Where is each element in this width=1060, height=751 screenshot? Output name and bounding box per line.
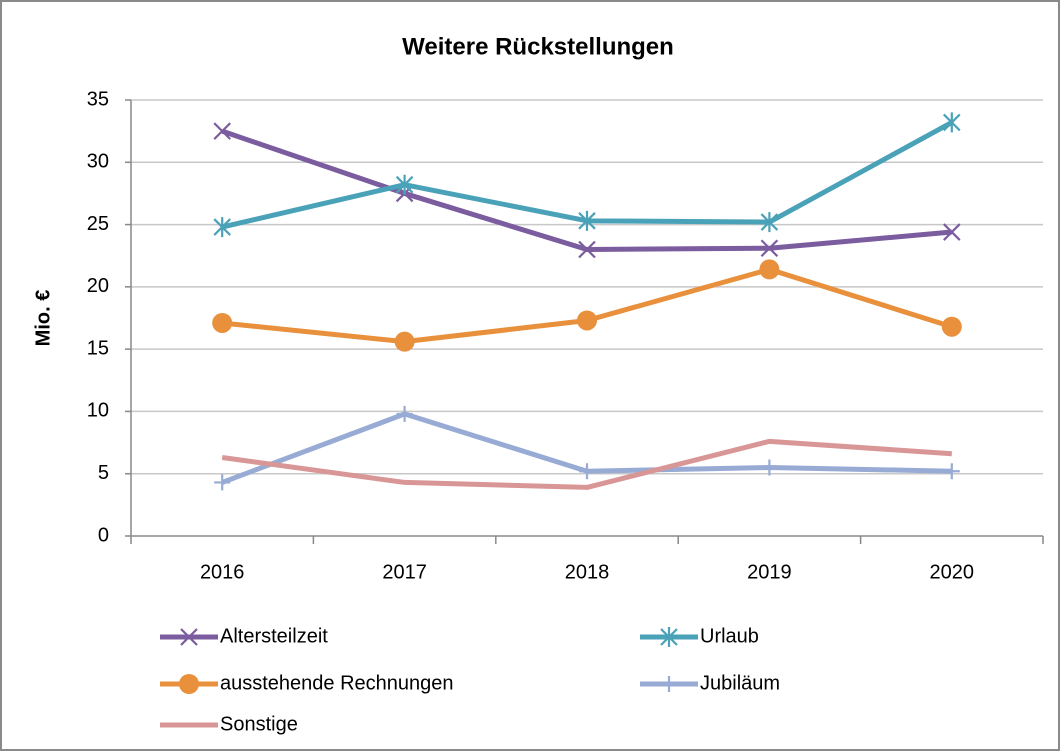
marker [943, 223, 961, 241]
series-line [221, 438, 952, 490]
marker [396, 405, 413, 422]
marker [579, 463, 595, 480]
y-tick-label: 10 [87, 400, 109, 422]
marker [214, 474, 231, 491]
marker [760, 239, 779, 258]
legend-label: Altersteilzeit [220, 625, 328, 647]
legend-label: ausstehende Rechnungen [220, 672, 454, 694]
chart-title: Weitere Rückstellungen [402, 33, 674, 60]
marker [661, 676, 677, 692]
marker [577, 310, 597, 331]
y-tick-label: 0 [98, 524, 109, 546]
marker [179, 674, 199, 694]
marker [660, 627, 678, 647]
legend-label: Urlaub [700, 625, 759, 647]
marker [761, 459, 778, 476]
y-tick-label: 30 [87, 151, 109, 173]
marker [943, 112, 961, 133]
marker [578, 210, 596, 231]
marker [213, 122, 231, 140]
y-tick-label: 20 [87, 275, 109, 297]
marker [212, 312, 233, 333]
x-tick-label: 2017 [382, 561, 427, 583]
marker [180, 628, 198, 646]
legend-label: Sonstige [220, 713, 298, 735]
legend-label: Jubiläum [700, 672, 780, 694]
marker [760, 212, 779, 233]
x-tick-label: 2019 [747, 561, 792, 583]
marker [578, 240, 596, 259]
marker [395, 174, 414, 195]
y-tick-label: 5 [98, 462, 109, 484]
y-tick-label: 15 [87, 337, 109, 359]
x-tick-label: 2016 [200, 561, 245, 583]
x-tick-label: 2020 [930, 561, 975, 583]
marker [943, 463, 960, 480]
marker [394, 331, 415, 352]
marker [941, 316, 962, 337]
marker [759, 259, 780, 280]
x-tick-label: 2018 [565, 561, 610, 583]
y-axis-label: Mio. € [32, 290, 54, 347]
y-tick-label: 25 [87, 213, 109, 235]
y-tick-label: 35 [87, 88, 109, 110]
marker [213, 217, 231, 238]
